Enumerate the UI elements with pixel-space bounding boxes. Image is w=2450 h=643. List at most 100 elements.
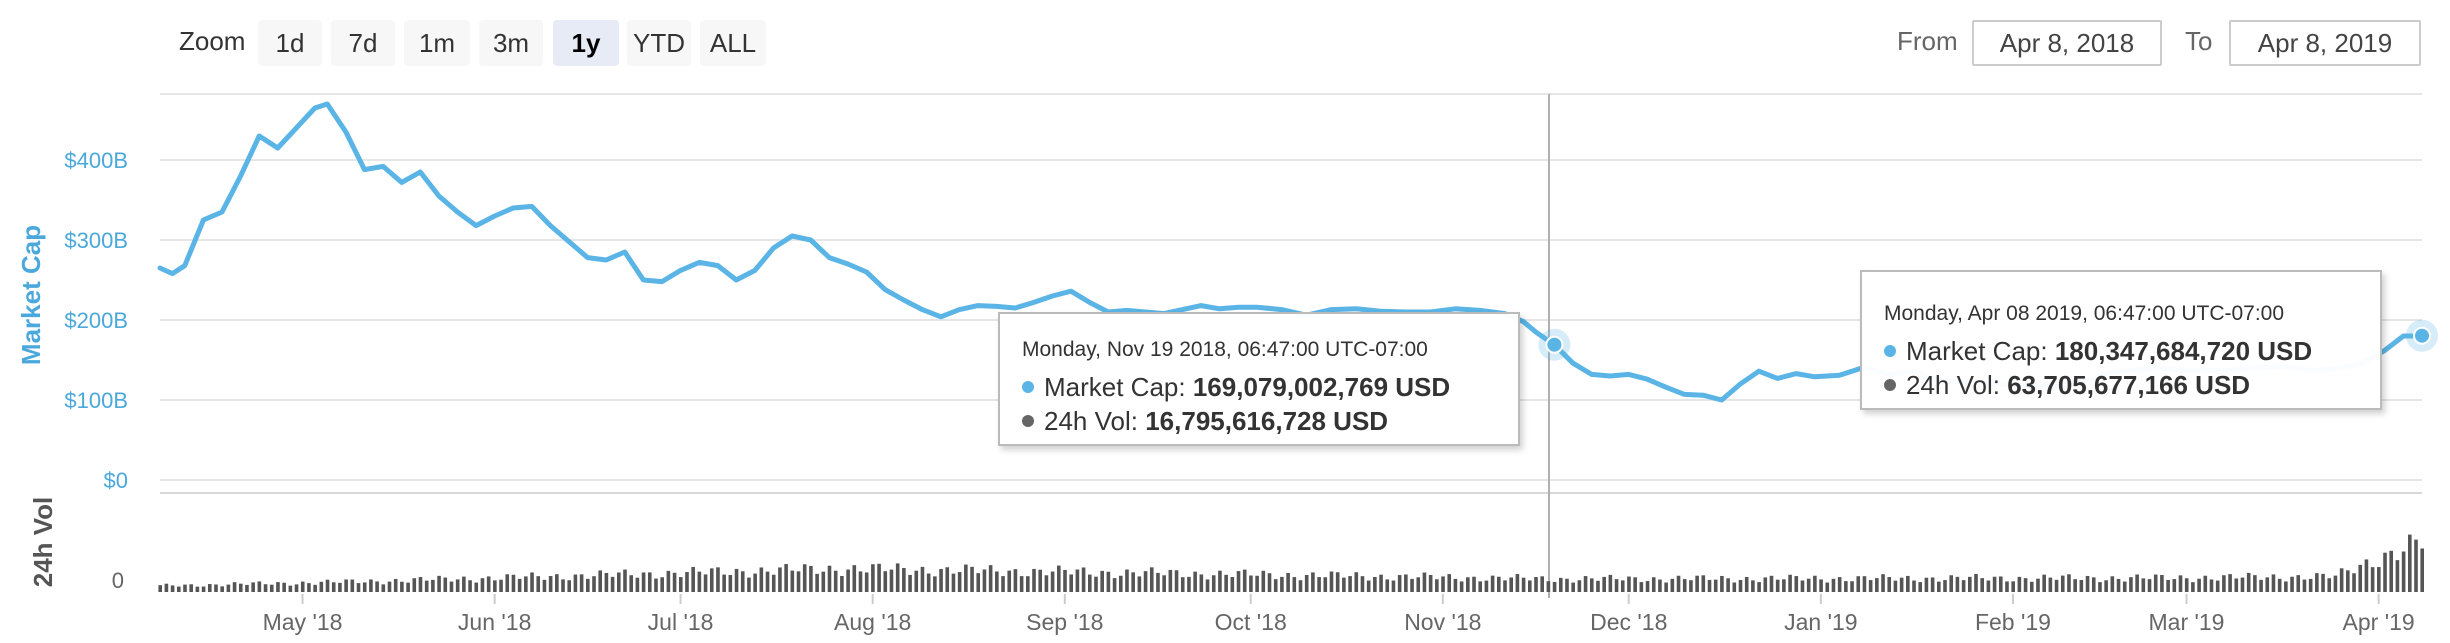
volume-bar bbox=[524, 576, 528, 592]
hover-marker bbox=[1545, 335, 1564, 354]
tooltip-volume-label: 24h Vol: bbox=[1906, 370, 2000, 400]
volume-bar bbox=[2166, 579, 2170, 592]
zoom-ytd-button[interactable]: YTD bbox=[627, 20, 691, 66]
zoom-7d-button[interactable]: 7d bbox=[331, 20, 395, 66]
volume-bar bbox=[1540, 576, 1544, 592]
volume-bar bbox=[1552, 581, 1557, 592]
volume-bar bbox=[1001, 576, 1005, 592]
volume-bar bbox=[2321, 573, 2325, 592]
volume-bar bbox=[1899, 577, 1904, 592]
volume-bar bbox=[1509, 577, 1514, 592]
volume-bar bbox=[530, 572, 534, 592]
volume-bar bbox=[1057, 565, 1061, 592]
volume-bar bbox=[288, 585, 293, 592]
volume-bar bbox=[1924, 577, 1929, 592]
volume-bar bbox=[468, 580, 472, 592]
volume-bar bbox=[2315, 573, 2319, 592]
volume-bar bbox=[1868, 580, 1873, 592]
volume-bar bbox=[2104, 580, 2108, 592]
volume-bar bbox=[1416, 577, 1421, 592]
volume-bar bbox=[1472, 576, 1476, 592]
volume-bar bbox=[1844, 581, 1848, 592]
volume-bar bbox=[1800, 580, 1805, 592]
volume-bar bbox=[1013, 569, 1018, 592]
volume-bar bbox=[1992, 576, 1997, 592]
volume-bar bbox=[2005, 581, 2009, 592]
volume-bar bbox=[164, 583, 169, 592]
volume-bar bbox=[2203, 575, 2208, 592]
volume-bar bbox=[685, 572, 689, 592]
zoom-1y-button[interactable]: 1y bbox=[553, 20, 619, 66]
volume-bar bbox=[319, 581, 324, 592]
x-tick-label: Jun '18 bbox=[458, 609, 531, 635]
volume-bar bbox=[499, 579, 503, 592]
volume-bar bbox=[1156, 572, 1160, 592]
volume-bar bbox=[1397, 575, 1402, 592]
volume-bar bbox=[1515, 574, 1520, 592]
tooltip-volume-row: 24h Vol: 63,705,677,166 USD bbox=[1884, 368, 2360, 402]
volume-bar bbox=[833, 570, 838, 592]
volume-bar bbox=[1193, 571, 1197, 592]
zoom-1m-button[interactable]: 1m bbox=[404, 20, 470, 66]
zoom-3m-button[interactable]: 3m bbox=[479, 20, 543, 66]
volume-bar bbox=[449, 581, 454, 592]
volume-bar bbox=[1342, 577, 1346, 592]
volume-bar bbox=[2184, 578, 2189, 592]
volume-bar bbox=[1174, 570, 1179, 592]
volume-bar bbox=[1651, 577, 1656, 592]
from-date-input[interactable] bbox=[1972, 20, 2162, 66]
volume-bar bbox=[1168, 569, 1173, 592]
volume-bar bbox=[1670, 578, 1675, 592]
volume-bar bbox=[1335, 572, 1340, 592]
volume-bar bbox=[747, 577, 751, 592]
volume-bar bbox=[759, 567, 764, 592]
volume-bar bbox=[412, 578, 417, 592]
volume-bar bbox=[1998, 576, 2003, 592]
volume-bar bbox=[542, 579, 547, 592]
volume-bar bbox=[1974, 574, 1978, 592]
volume-bar bbox=[183, 584, 187, 592]
zoom-label: Zoom bbox=[179, 26, 246, 56]
y-axis-title-24h-vol: 24h Vol bbox=[28, 497, 58, 588]
volume-bar bbox=[2147, 579, 2152, 592]
zoom-all-button[interactable]: ALL bbox=[700, 20, 766, 66]
volume-bar bbox=[1676, 575, 1681, 592]
volume-bar bbox=[2222, 575, 2226, 592]
volume-bar bbox=[1881, 574, 1885, 592]
volume-bar bbox=[815, 573, 819, 592]
volume-bar bbox=[914, 570, 919, 592]
volume-bar bbox=[1379, 574, 1383, 592]
zoom-1d-button[interactable]: 1d bbox=[258, 20, 322, 66]
volume-bar bbox=[2036, 578, 2040, 592]
volume-bar bbox=[716, 567, 720, 592]
volume-bar bbox=[1695, 575, 1699, 592]
volume-bar bbox=[393, 578, 398, 592]
volume-bar bbox=[1211, 575, 1216, 592]
volume-bar bbox=[1751, 580, 1755, 592]
volume-bar bbox=[2296, 575, 2301, 592]
volume-bar bbox=[734, 568, 739, 592]
volume-bar bbox=[1311, 572, 1315, 592]
volume-bar bbox=[2352, 573, 2356, 592]
volume-bar bbox=[1447, 574, 1452, 592]
to-label: To bbox=[2185, 26, 2213, 56]
volume-bar bbox=[1298, 580, 1303, 592]
volume-bar bbox=[1087, 574, 1092, 592]
volume-bar bbox=[455, 579, 460, 592]
volume-bar bbox=[1961, 580, 1966, 592]
volume-bar bbox=[1565, 578, 1569, 592]
volume-bar bbox=[1149, 567, 1154, 592]
volume-bar bbox=[1199, 574, 1204, 592]
tooltip-nov-19: Monday, Nov 19 2018, 06:47:00 UTC-07:00 … bbox=[998, 312, 1520, 446]
volume-bar bbox=[1906, 575, 1910, 592]
volume-bar bbox=[2358, 564, 2363, 592]
volume-bar bbox=[1980, 578, 1984, 592]
to-date-input[interactable] bbox=[2229, 20, 2421, 66]
volume-bar bbox=[1230, 576, 1235, 592]
volume-bar bbox=[2023, 578, 2028, 592]
volume-bar bbox=[2377, 567, 2381, 592]
volume-dot-icon bbox=[1022, 415, 1034, 428]
volume-bar bbox=[1007, 570, 1012, 592]
volume-bar bbox=[2085, 575, 2090, 592]
volume-bar bbox=[1682, 579, 1687, 592]
